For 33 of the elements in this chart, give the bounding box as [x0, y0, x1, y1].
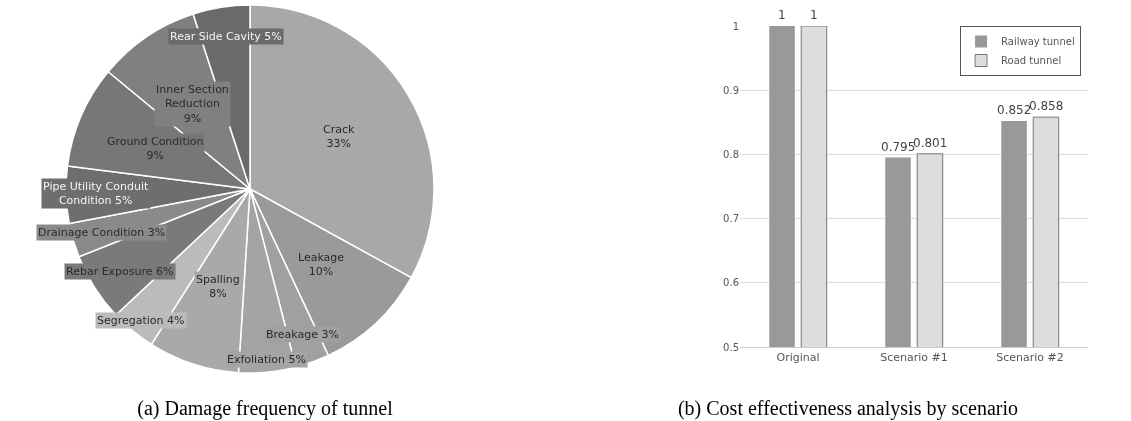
legend-label: Road tunnel [1001, 55, 1062, 67]
data-label: 0.858 [1029, 99, 1064, 113]
slice-label: Inner Section Reduction [156, 83, 229, 111]
y-tick-label: 1 [732, 20, 739, 32]
data-label: 8% [209, 287, 227, 301]
slice-label: Rebar Exposure 6% [66, 265, 174, 278]
data-label: 1 [810, 8, 818, 22]
slice-label: Rear Side Cavity 5% [170, 30, 282, 43]
y-tick-label: 0.6 [723, 277, 739, 289]
x-tick-label: Scenario #1 [880, 351, 948, 365]
y-tick-label: 0.9 [723, 84, 739, 96]
slice-label: Pipe Utility Conduit Condition 5% [43, 180, 149, 208]
slice-label: Spalling [196, 273, 240, 286]
slice-label: Ground Condition [107, 135, 204, 148]
x-tick-label: Original [776, 351, 820, 365]
slice-label: Segregation 4% [97, 314, 185, 327]
text: (a) Damage frequency of tunnel [137, 396, 394, 420]
slice-label: Leakage [298, 251, 345, 264]
legend-label: Railway tunnel [1001, 36, 1075, 48]
y-tick-label: 0.7 [723, 213, 739, 225]
slice-label: Breakage 3% [266, 328, 339, 341]
y-tick-label: 0.5 [723, 341, 739, 353]
slice-label: Drainage Condition 3% [38, 226, 166, 239]
data-label: 1 [778, 8, 786, 22]
data-label: 10% [308, 265, 334, 279]
x-tick-label: Scenario #2 [996, 351, 1064, 365]
slice-label: Crack [323, 123, 355, 136]
data-label: 9% [146, 149, 164, 163]
slice-label: Exfoliation 5% [227, 353, 306, 366]
text: (b) Cost effectiveness analysis by scenario [677, 396, 1019, 420]
y-tick-label: 0.8 [723, 148, 739, 160]
data-label: 9% [183, 111, 202, 125]
data-label: 33% [326, 137, 351, 151]
